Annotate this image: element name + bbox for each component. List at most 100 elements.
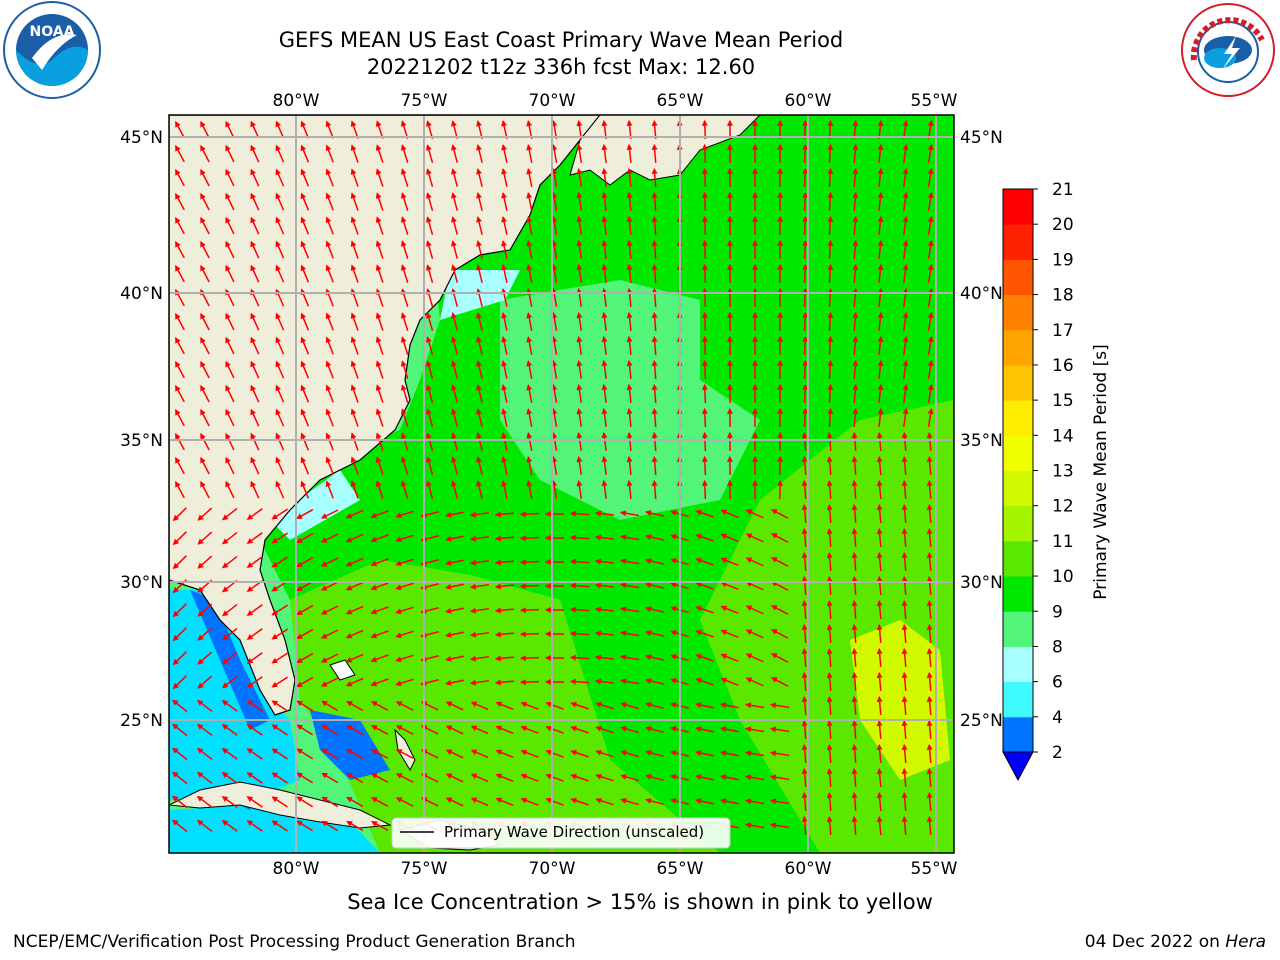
wave-arrow: [720, 581, 739, 591]
wave-arrow: [371, 749, 389, 759]
wave-arrow: [645, 606, 664, 613]
wave-arrow: [576, 143, 583, 164]
wave-arrow: [519, 679, 540, 686]
wave-arrow: [877, 239, 884, 260]
wave-arrow: [901, 575, 908, 596]
wave-arrow: [619, 582, 639, 589]
wave-arrow: [197, 651, 213, 665]
wave-arrow: [400, 480, 409, 499]
wave-arrow: [476, 360, 483, 379]
wave-arrow: [200, 360, 210, 379]
wave-arrow: [275, 312, 285, 331]
wave-arrow: [275, 264, 285, 283]
wave-arrow: [570, 701, 589, 710]
wave-arrow: [476, 456, 483, 475]
wave-arrow: [601, 143, 608, 164]
wave-arrow: [927, 191, 934, 212]
colorbar-segment: [1003, 364, 1033, 401]
wave-arrow: [375, 480, 384, 499]
wave-arrow: [826, 431, 833, 452]
wave-arrow: [375, 192, 384, 211]
wave-arrow: [250, 456, 260, 475]
wave-arrow: [271, 532, 289, 544]
wave-arrow: [601, 383, 608, 404]
wave-arrow: [271, 796, 288, 808]
lat-tick-left: 35°N: [120, 431, 163, 451]
wave-arrow: [425, 336, 434, 355]
wave-arrow: [200, 240, 210, 259]
wave-arrow: [877, 359, 884, 380]
wave-arrow: [569, 678, 590, 685]
lat-tick-right: 40°N: [960, 284, 1003, 304]
wave-arrow: [576, 479, 583, 500]
nws-logo: [1181, 3, 1275, 97]
lon-tick-top: 75°W: [401, 91, 448, 111]
wave-arrow: [827, 119, 834, 140]
colorbar-tick-label: 6: [1052, 673, 1063, 693]
wave-arrow: [802, 383, 809, 404]
wave-arrow: [902, 143, 909, 164]
wave-arrow: [250, 168, 260, 187]
wave-arrow: [246, 556, 263, 568]
wave-arrow: [200, 312, 210, 331]
noaa-logo: NOAA: [3, 1, 101, 99]
wave-arrow: [246, 676, 263, 688]
wave-arrow: [576, 359, 583, 380]
wave-arrow: [200, 384, 210, 403]
wave-arrow: [876, 815, 883, 836]
wave-arrow: [770, 581, 789, 591]
wave-arrow: [551, 431, 558, 451]
wave-arrow: [901, 671, 908, 692]
wave-arrow: [476, 168, 483, 187]
wave-arrow: [325, 408, 334, 427]
lon-tick-bottom: 80°W: [273, 859, 320, 879]
colorbar-segment: [1003, 716, 1033, 753]
wave-arrow: [695, 509, 714, 518]
wave-arrow: [395, 582, 414, 591]
wave-arrow: [719, 702, 739, 709]
wave-arrow: [350, 360, 359, 379]
wave-arrow: [275, 336, 285, 355]
wave-arrow: [594, 510, 615, 517]
wave-arrow: [375, 240, 384, 259]
wave-arrow: [619, 534, 639, 541]
lon-ticks-bottom: 80°W 75°W 70°W 65°W 60°W 55°W: [273, 859, 958, 879]
wave-arrow: [827, 359, 834, 380]
wave-arrow: [375, 336, 384, 355]
wave-arrow: [321, 724, 339, 736]
wave-arrow: [375, 360, 384, 379]
wave-arrow: [570, 749, 589, 758]
wave-arrow: [300, 432, 310, 451]
wave-arrow: [769, 702, 790, 709]
lon-tick-bottom: 70°W: [529, 859, 576, 879]
wave-arrow: [225, 264, 235, 283]
wave-arrow: [395, 701, 414, 711]
wave-arrow: [370, 534, 389, 543]
wave-arrow: [720, 557, 739, 567]
wave-arrow: [827, 311, 834, 332]
wave-arrow: [172, 723, 188, 737]
colorbar-tick-label: 17: [1052, 321, 1074, 341]
land-canada: [569, 115, 761, 186]
wave-arrow: [246, 748, 263, 760]
colorbar-tick-label: 21: [1052, 180, 1074, 200]
colorbar-segment: [1003, 189, 1033, 225]
wave-arrow: [350, 480, 359, 499]
wave-arrow: [770, 605, 789, 615]
footer-date-text: 04 Dec 2022 on: [1084, 932, 1226, 952]
wave-arrow: [400, 360, 409, 379]
wave-arrow: [551, 359, 558, 379]
wave-arrow: [645, 654, 664, 661]
wave-arrow: [770, 533, 789, 543]
wave-arrow: [175, 457, 185, 475]
colorbar-tick-label: 8: [1052, 637, 1063, 657]
wave-arrow: [225, 384, 235, 403]
wave-arrow: [375, 456, 384, 475]
gulf-blue: [190, 590, 270, 730]
wave-arrow: [375, 264, 384, 283]
wave-arrow: [172, 555, 187, 570]
lon-tick-top: 80°W: [273, 91, 320, 111]
wave-arrow: [346, 748, 364, 760]
wave-arrow: [877, 263, 884, 284]
wave-arrow: [520, 773, 539, 782]
